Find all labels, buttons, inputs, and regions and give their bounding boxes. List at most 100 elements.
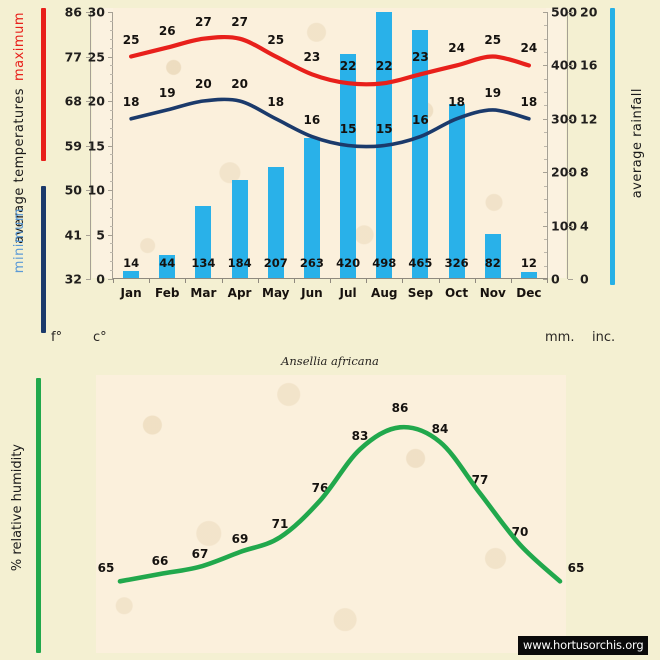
month-label: Jul [339, 286, 357, 300]
max-temp-value-label: 24 [448, 41, 465, 56]
month-tick [221, 278, 223, 283]
humidity-value-label: 84 [431, 422, 449, 436]
inches-tick-label: 4 [580, 218, 589, 234]
humidity-value-label: 86 [391, 401, 409, 416]
rainfall-value-label: 44 [159, 256, 176, 270]
rainfall-value-label: 420 [336, 256, 361, 270]
min-temp-value-label: 16 [303, 112, 321, 127]
legend-maximum-label: maximum [12, 12, 27, 82]
celsius-minor-tick [110, 47, 113, 49]
rainfall-value-label: 326 [444, 256, 469, 270]
inches-tick-label: 20 [580, 4, 598, 20]
month-tick [257, 278, 259, 283]
celsius-minor-tick [110, 207, 113, 209]
month-label: Oct [445, 286, 469, 300]
rainfall-color-bar [610, 8, 615, 285]
millimeter-tick-label: 300 [551, 111, 578, 127]
max-temp-value-label: 25 [122, 32, 140, 47]
millimeter-tick [543, 65, 548, 67]
celsius-minor-tick [110, 225, 113, 227]
month-label: Feb [155, 286, 180, 300]
celsius-minor-tick [110, 154, 113, 156]
millimeter-tick [543, 12, 548, 13]
min-temp-value-label: 20 [195, 77, 212, 91]
min-temp-value-label: 15 [375, 121, 393, 136]
millimeter-minor-tick [544, 252, 547, 254]
rainfall-value-label: 263 [299, 256, 324, 270]
max-temp-value-label: 26 [158, 23, 176, 38]
celsius-minor-tick [110, 261, 113, 263]
millimeter-minor-tick [544, 145, 547, 147]
inches-tick-label: 16 [580, 57, 598, 73]
max-temp-value-label: 27 [195, 14, 212, 29]
humidity-color-bar [36, 378, 41, 653]
fahrenheit-tick [86, 101, 91, 102]
month-tick [113, 278, 114, 283]
rainfall-value-label: 465 [408, 256, 433, 270]
celsius-minor-tick [110, 216, 113, 218]
celsius-tick-label: 5 [96, 227, 105, 242]
celsius-minor-tick [110, 136, 113, 138]
celsius-minor-tick [110, 270, 113, 272]
humidity-axis-label: % relative humidity [10, 444, 25, 572]
humidity-value-label: 65 [567, 561, 585, 576]
millimeter-minor-tick [544, 185, 547, 187]
month-label: Jan [120, 286, 142, 300]
fahrenheit-tick [86, 56, 91, 58]
fahrenheit-tick [86, 12, 91, 13]
unit-fahrenheit: f° [51, 330, 63, 345]
millimeter-tick [543, 279, 548, 280]
temperature-legend: maximum average temperatures minimum [0, 0, 28, 312]
celsius-minor-tick [110, 83, 113, 85]
inches-tick [568, 118, 573, 120]
min-temp-value-label: 19 [158, 85, 176, 100]
fahrenheit-tick [86, 145, 91, 147]
millimeter-tick-label: 100 [551, 218, 578, 234]
rainfall-value-label: 82 [484, 256, 501, 270]
celsius-minor-tick [110, 198, 113, 200]
celsius-minor-tick [110, 92, 113, 94]
fahrenheit-tick-label: 77 [64, 49, 82, 64]
rainfall-bar [412, 29, 429, 278]
min-temp-value-label: 18 [520, 94, 538, 109]
millimeter-minor-tick [544, 105, 547, 107]
min-temp-value-label: 18 [448, 94, 465, 109]
millimeter-minor-tick [544, 92, 547, 94]
celsius-tick [108, 234, 113, 236]
inches-tick-label: 8 [580, 164, 589, 180]
rainfall-value-label: 184 [227, 256, 252, 270]
fahrenheit-tick [86, 190, 91, 191]
month-tick [330, 278, 331, 283]
humidity-value-label: 71 [271, 517, 289, 532]
celsius-minor-tick [110, 65, 113, 67]
fahrenheit-tick-label: 68 [64, 93, 82, 109]
millimeter-tick-label: 400 [551, 57, 578, 73]
min-temp-value-label: 16 [412, 112, 429, 127]
rainfall-bar [448, 103, 465, 278]
right-axis-strip [546, 8, 566, 278]
rainfall-bar [376, 12, 393, 278]
celsius-tick [108, 56, 113, 58]
month-label: Jun [301, 286, 323, 300]
humidity-value-label: 65 [97, 561, 115, 576]
celsius-tick-label: 25 [87, 49, 105, 64]
rainfall-bar [267, 167, 284, 278]
max-temp-value-label: 23 [303, 50, 321, 65]
celsius-tick [108, 12, 113, 13]
maximum-color-bar [41, 8, 46, 161]
millimeter-tick-label: 200 [551, 164, 578, 180]
rainfall-bar [520, 271, 537, 278]
millimeter-minor-tick [544, 198, 547, 200]
left-axis-strip [92, 8, 113, 278]
celsius-minor-tick [110, 243, 113, 245]
rainfall-bar [123, 270, 140, 278]
millimeter-minor-tick [544, 52, 547, 54]
unit-celsius: c° [93, 330, 107, 345]
celsius-minor-tick [110, 252, 113, 254]
celsius-minor-tick [110, 20, 113, 22]
min-temp-value-label: 20 [231, 77, 248, 91]
celsius-tick-label: 20 [87, 93, 105, 109]
max-temp-value-label: 22 [375, 59, 393, 74]
millimeter-minor-tick [544, 132, 547, 134]
